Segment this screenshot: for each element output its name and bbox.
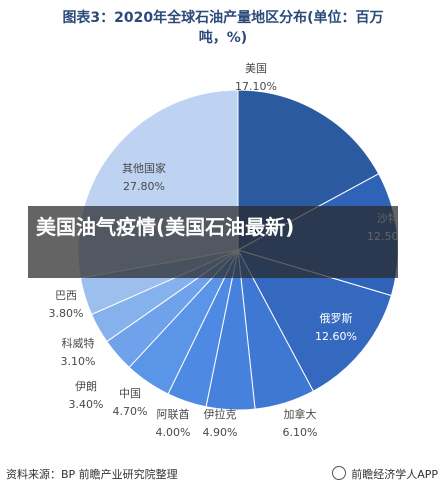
slice-value-label: 4.90% (203, 426, 238, 439)
headline-text: 美国油气疫情(美国石油最新) (36, 215, 295, 239)
slice-value-label: 17.10% (235, 80, 277, 93)
source-note: 资料来源：BP 前瞻产业研究院整理 (6, 468, 178, 481)
slice-value-label: 6.10% (283, 426, 318, 439)
slice-value-label: 4.70% (113, 405, 148, 418)
slice-value-label: 3.40% (69, 398, 104, 411)
slice-name-label: 其他国家 (122, 161, 166, 175)
slice-name-label: 加拿大 (284, 407, 317, 421)
headline-overlay (28, 206, 398, 278)
slice-value-label: 27.80% (123, 180, 165, 193)
chart-title-line2: 吨，%) (198, 30, 248, 46)
brand-text: 前瞻经济学人APP (351, 468, 438, 481)
slice-name-label: 伊朗 (75, 380, 97, 393)
slice-name-label: 科威特 (62, 336, 95, 350)
slice-name-label: 俄罗斯 (320, 312, 353, 325)
pie-slice-3 (236, 249, 392, 392)
slice-name-label: 巴西 (55, 289, 77, 302)
chart-title: 图表3：2020年全球石油产量地区分布(单位：百万 吨，%) (0, 8, 446, 48)
slice-name-label: 伊拉克 (204, 407, 237, 421)
slice-value-label: 3.80% (49, 307, 84, 320)
slice-name-label: 美国 (245, 62, 267, 75)
slice-value-label: 3.10% (61, 355, 96, 368)
slice-name-label: 中国 (119, 387, 141, 400)
footer: 资料来源：BP 前瞻产业研究院整理 前瞻经济学人APP (0, 463, 446, 485)
brand: 前瞻经济学人APP (331, 466, 438, 482)
slice-value-label: 12.60% (315, 330, 357, 343)
slice-value-label: 4.00% (156, 426, 191, 439)
slice-name-label: 阿联酋 (157, 407, 190, 421)
brand-logo-icon (331, 466, 346, 480)
chart-title-line1: 图表3：2020年全球石油产量地区分布(单位：百万 (62, 10, 384, 26)
